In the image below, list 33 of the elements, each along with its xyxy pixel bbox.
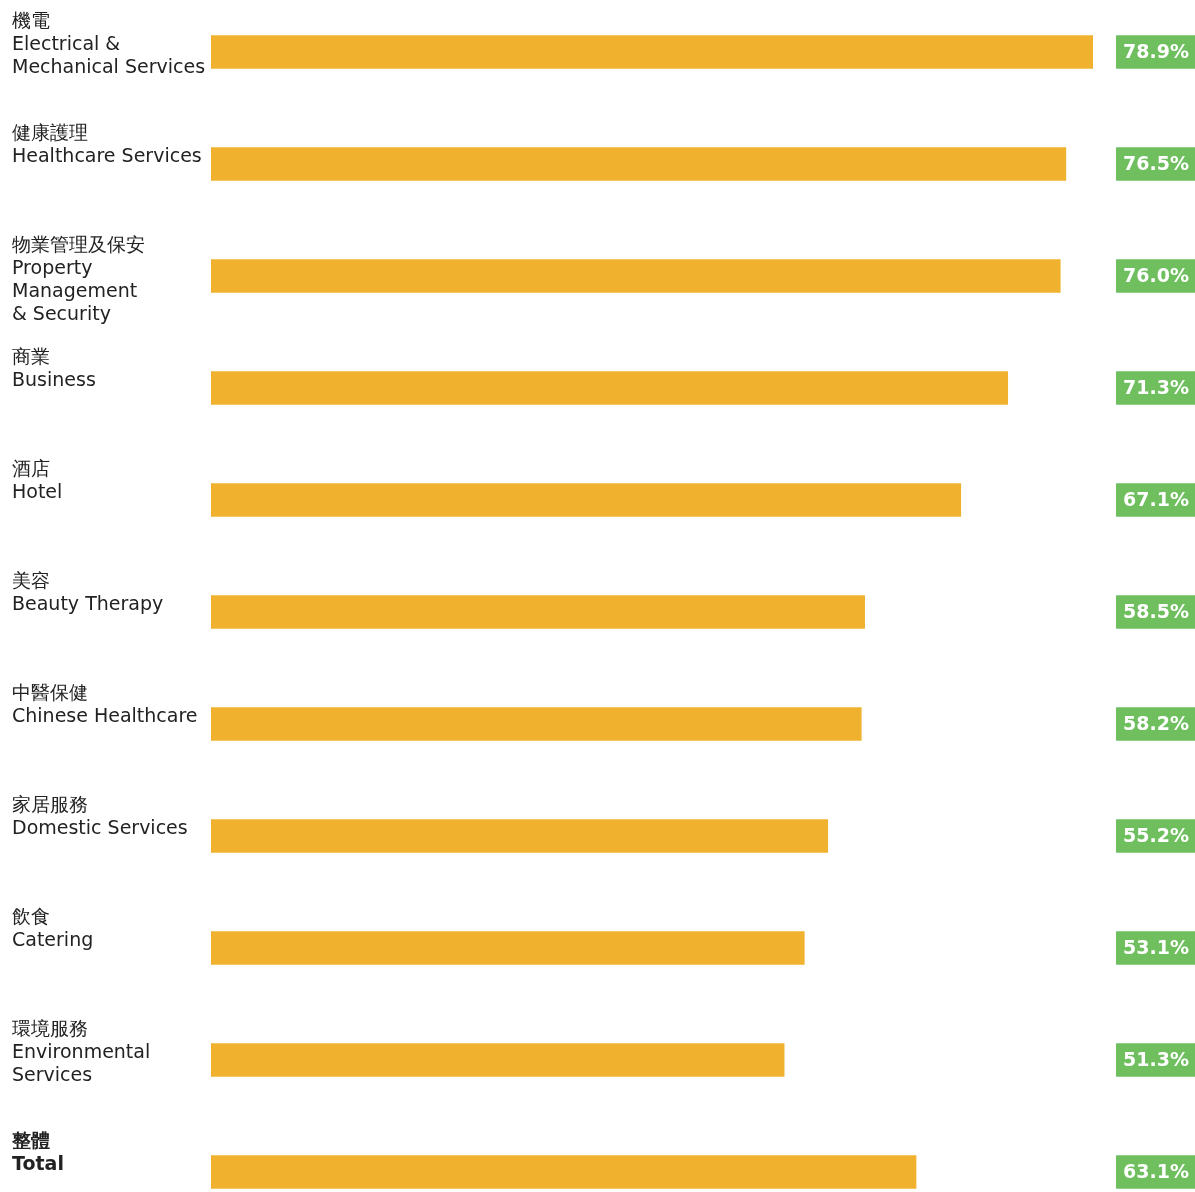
bar [211, 595, 865, 629]
data-label: 55.2% [1123, 824, 1189, 846]
data-label: 76.0% [1123, 264, 1189, 286]
bar [211, 707, 862, 741]
bar [211, 819, 829, 853]
data-label: 67.1% [1123, 488, 1189, 510]
bar [211, 1155, 917, 1189]
bar [211, 371, 1009, 405]
y-tick-label: 商業 Business [12, 345, 96, 390]
data-label: 63.1% [1123, 1160, 1189, 1182]
data-label: 58.5% [1123, 600, 1189, 622]
y-tick-label: 酒店 Hotel [12, 457, 63, 502]
data-label: 53.1% [1123, 936, 1189, 958]
y-tick-label: 機電 Electrical & Mechanical Services [12, 9, 206, 77]
data-label: 51.3% [1123, 1048, 1189, 1070]
data-label: 58.2% [1123, 712, 1189, 734]
y-tick-label: 健康護理 Healthcare Services [12, 121, 202, 166]
y-tick-label: 環境服務 Environmental Services [12, 1017, 151, 1085]
data-label: 78.9% [1123, 40, 1189, 62]
data-label: 76.5% [1123, 152, 1189, 174]
data-label: 71.3% [1123, 376, 1189, 398]
y-tick-label: 家居服務 Domestic Services [12, 793, 188, 838]
bar [211, 1043, 785, 1077]
y-tick-label: 物業管理及保安 Property Management & Security [12, 233, 145, 324]
y-tick-label: 飲食 Catering [12, 905, 94, 950]
bar [211, 483, 962, 517]
y-tick-label: 整體 Total [11, 1129, 64, 1174]
bar [211, 147, 1067, 181]
bar [211, 35, 1093, 69]
bar [211, 259, 1061, 293]
bar [211, 931, 805, 965]
y-tick-label: 中醫保健 Chinese Healthcare [12, 681, 198, 726]
y-tick-label: 美容 Beauty Therapy [12, 569, 164, 614]
